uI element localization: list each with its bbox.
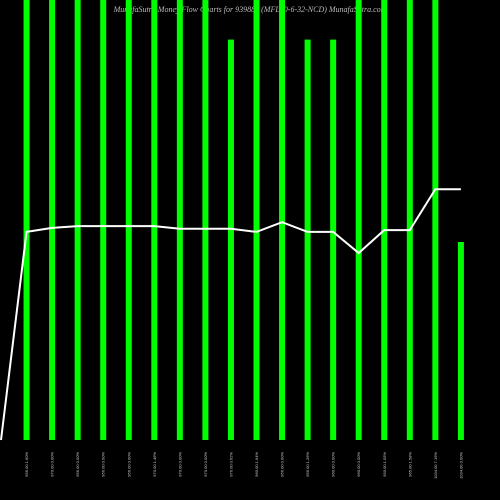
chart-title: MunafaSutra Money Flow Charts for 939887… — [113, 5, 387, 14]
bar — [253, 0, 260, 440]
x-tick-label: 956.00 0.00% — [280, 452, 285, 477]
x-tick-label: 956.00 0.00% — [101, 452, 106, 477]
bar — [457, 242, 464, 440]
x-tick-label: 950.00 1.05% — [382, 452, 387, 477]
x-tick-label: 965.00 1.58% — [407, 452, 412, 477]
x-tick-label: 970.00 0.00% — [50, 452, 55, 477]
bar — [279, 0, 286, 440]
bar — [202, 0, 209, 440]
bar — [432, 0, 439, 440]
bar — [176, 0, 183, 440]
price-line — [0, 188, 461, 441]
bar — [100, 0, 107, 440]
bar — [227, 39, 234, 440]
bar — [330, 39, 337, 440]
bar — [74, 0, 81, 440]
x-tick-label: 970.00 1.46% — [152, 452, 157, 477]
x-tick-label: 970.00 0.00% — [177, 452, 182, 477]
bar — [23, 0, 30, 440]
bar — [355, 0, 362, 440]
x-tick-label: 956.00 1.26% — [305, 452, 310, 477]
x-tick-label: 956.00 0.00% — [126, 452, 131, 477]
x-tick-label: 956.00 0.00% — [75, 452, 80, 477]
bar — [151, 0, 158, 440]
x-tick-label: 970.00 0.00% — [203, 452, 208, 477]
x-tick-label: 960.00 0.00% — [356, 452, 361, 477]
bar — [304, 39, 311, 440]
x-tick-label: 960.00 1.64% — [254, 452, 259, 477]
x-tick-label: 1034.00 7.15% — [433, 452, 438, 479]
x-tick-label: 976.00 0.62% — [228, 452, 233, 477]
x-tick-label: 960.00 0.00% — [331, 452, 336, 477]
bar — [49, 0, 56, 440]
bar — [125, 0, 132, 440]
x-tick-label: 956.00 1.60% — [24, 452, 29, 477]
bar — [381, 0, 388, 440]
x-tick-label: 1034.00 0.00% — [458, 452, 463, 479]
bar — [406, 0, 413, 440]
